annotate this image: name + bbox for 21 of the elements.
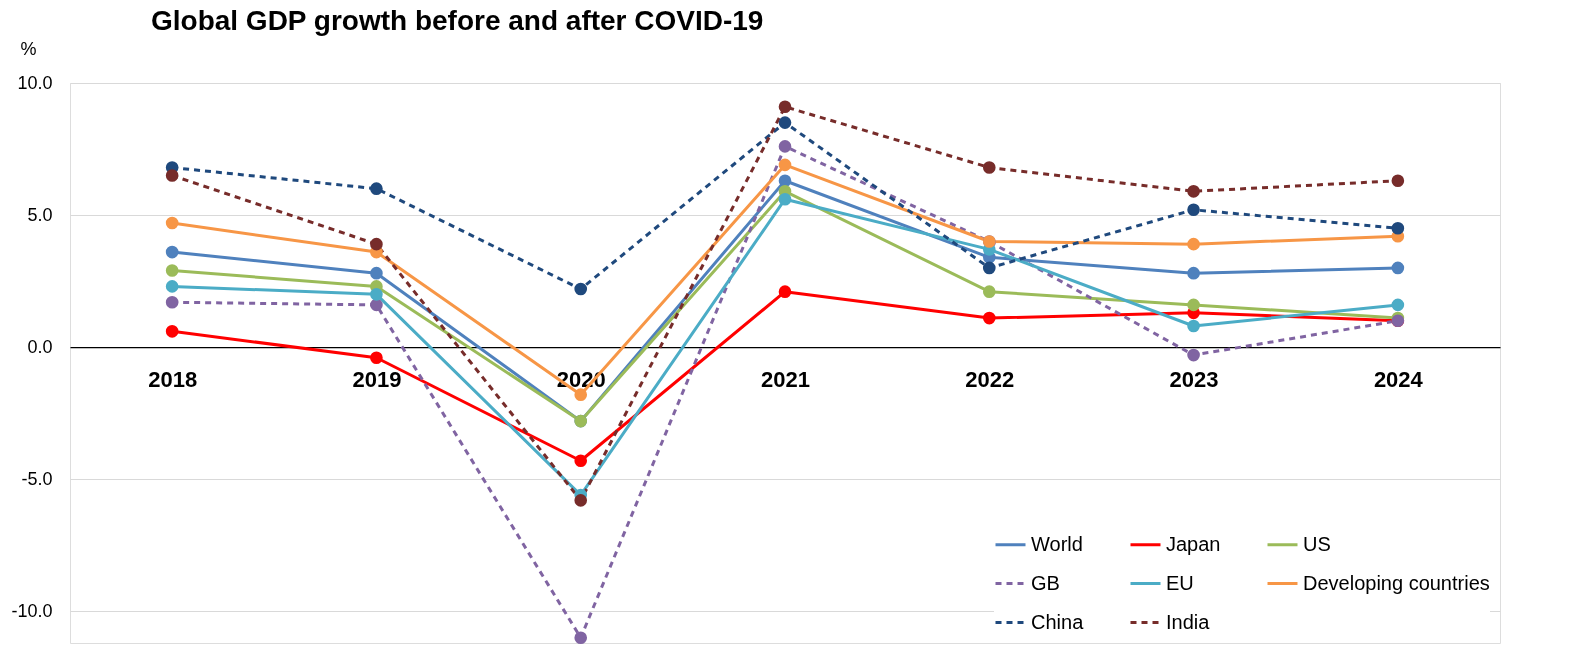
legend-label: China — [1031, 610, 1085, 633]
y-tick-label: 0.0 — [27, 336, 53, 357]
y-tick-label: 10.0 — [17, 72, 53, 93]
legend-label: World — [1031, 532, 1083, 555]
y-tick-label: -5.0 — [21, 468, 53, 489]
y-tick-label: 5.0 — [27, 204, 53, 225]
legend-label: Developing countries — [1303, 571, 1490, 594]
legend-label: Japan — [1166, 532, 1221, 555]
legend-label: GB — [1031, 571, 1060, 594]
x-tick-label: 2021 — [761, 366, 810, 392]
x-tick-label: 2018 — [148, 366, 198, 392]
legend-label: India — [1166, 610, 1211, 633]
chart-title: Global GDP growth before and after COVID-19 — [150, 5, 764, 36]
y-tick-label: -10.0 — [11, 600, 53, 621]
x-tick-label: 2019 — [352, 366, 402, 392]
x-tick-label: 2022 — [965, 366, 1015, 392]
legend-label: US — [1303, 532, 1331, 555]
x-tick-label: 2024 — [1373, 366, 1424, 392]
legend-label: EU — [1166, 571, 1194, 594]
x-tick-label: 2023 — [1169, 366, 1219, 392]
y-axis-title: % — [20, 38, 37, 59]
